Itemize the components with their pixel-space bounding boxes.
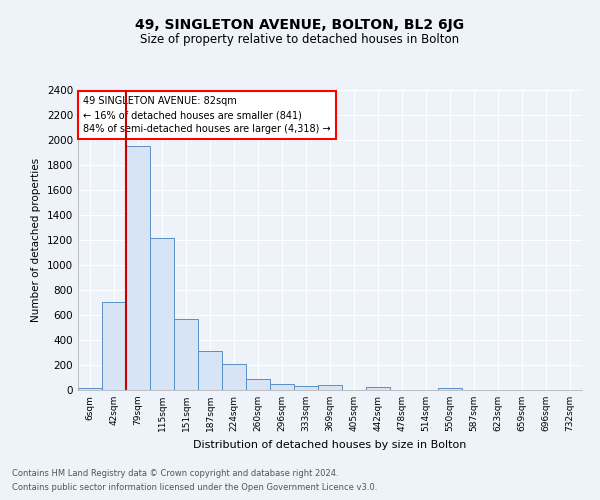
Bar — [78, 388, 102, 390]
X-axis label: Distribution of detached houses by size in Bolton: Distribution of detached houses by size … — [193, 440, 467, 450]
Bar — [198, 351, 222, 390]
Bar — [318, 386, 342, 390]
Bar — [126, 146, 150, 390]
Bar — [246, 379, 270, 390]
Text: 49, SINGLETON AVENUE, BOLTON, BL2 6JG: 49, SINGLETON AVENUE, BOLTON, BL2 6JG — [136, 18, 464, 32]
Text: Size of property relative to detached houses in Bolton: Size of property relative to detached ho… — [140, 32, 460, 46]
Text: Contains public sector information licensed under the Open Government Licence v3: Contains public sector information licen… — [12, 484, 377, 492]
Bar — [222, 364, 246, 390]
Y-axis label: Number of detached properties: Number of detached properties — [31, 158, 41, 322]
Bar — [438, 388, 462, 390]
Text: Contains HM Land Registry data © Crown copyright and database right 2024.: Contains HM Land Registry data © Crown c… — [12, 468, 338, 477]
Bar — [174, 319, 198, 390]
Bar — [270, 384, 294, 390]
Bar — [102, 302, 126, 390]
Bar — [366, 387, 390, 390]
Bar — [294, 386, 318, 390]
Bar — [150, 238, 174, 390]
Text: 49 SINGLETON AVENUE: 82sqm
← 16% of detached houses are smaller (841)
84% of sem: 49 SINGLETON AVENUE: 82sqm ← 16% of deta… — [83, 96, 331, 134]
